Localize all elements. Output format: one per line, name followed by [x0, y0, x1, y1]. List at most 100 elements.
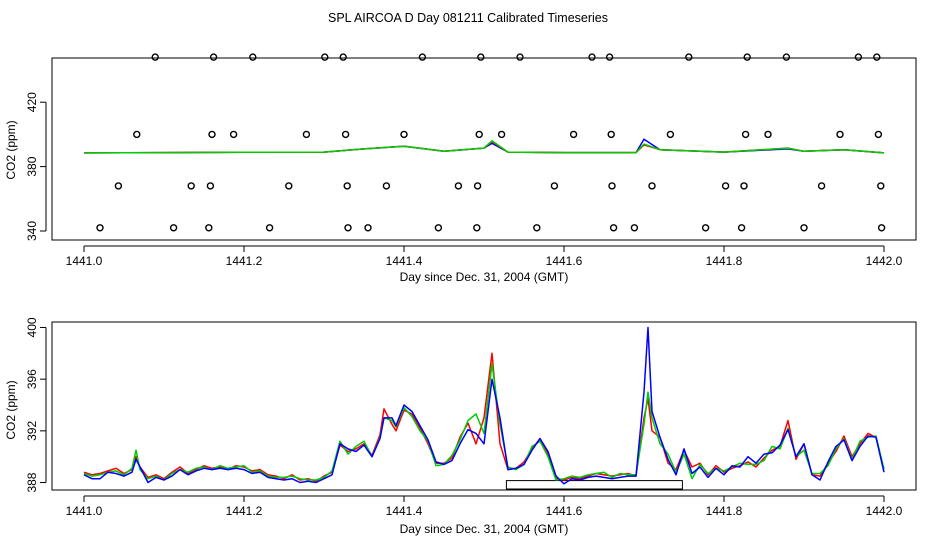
- flag-point: [533, 224, 541, 232]
- flag-point: [343, 182, 351, 190]
- top-y-tick-label: 380: [25, 156, 39, 176]
- bottom-x-tick-label: 1441.6: [546, 504, 583, 518]
- flag-point: [608, 182, 616, 190]
- flag-point: [205, 224, 213, 232]
- flag-point: [285, 182, 293, 190]
- top-y-axis-label: CO2 (ppm): [4, 120, 18, 179]
- top-panel: 1441.0 1441.2 1441.4 1441.6 1441.8 1442.0 340…: [4, 53, 917, 284]
- top-x-tick-label: 1441.8: [706, 254, 743, 268]
- flag-point: [114, 182, 123, 190]
- flag-point: [516, 53, 524, 61]
- flag-point: [418, 53, 427, 61]
- bottom-x-tick-label: 1442.0: [866, 504, 903, 518]
- top-x-axis-label: Day since Dec. 31, 2004 (GMT): [400, 270, 569, 284]
- top-series-blue: [83, 138, 885, 154]
- bottom-x-tick-label: 1441.8: [706, 504, 743, 518]
- flag-point: [339, 53, 347, 61]
- bottom-panel: 1441.0 1441.2 1441.4 1441.6 1441.8 1442.0 388…: [4, 317, 917, 536]
- bottom-y-tick-label: 400: [25, 317, 39, 337]
- flag-point: [648, 182, 656, 190]
- top-x-tick-label: 1441.0: [66, 254, 103, 268]
- flag-point: [741, 130, 750, 139]
- flag-point: [249, 53, 257, 61]
- flag-point: [874, 130, 883, 139]
- bottom-y-tick-label: 392: [25, 421, 39, 441]
- top-x-tick-label: 1441.6: [546, 254, 583, 268]
- top-x-tick-label: 1441.2: [226, 254, 263, 268]
- flag-point: [836, 130, 844, 139]
- flag-point: [854, 53, 863, 61]
- bottom-series-blue: [83, 326, 885, 485]
- top-y-axis: 340 380 420: [25, 92, 47, 241]
- flag-point: [400, 130, 408, 139]
- flag-point: [569, 130, 578, 139]
- flag-point: [630, 224, 639, 232]
- flag-point: [743, 53, 751, 61]
- flag-point: [607, 130, 615, 139]
- flag-point: [133, 130, 141, 139]
- flag-point: [475, 130, 483, 139]
- flag-point: [473, 182, 482, 190]
- flag-point: [764, 130, 772, 139]
- flag-point: [208, 130, 216, 139]
- flag-point: [187, 182, 195, 190]
- flag-point: [169, 224, 178, 232]
- flag-point: [873, 53, 881, 61]
- flag-point: [588, 53, 596, 61]
- flag-point: [209, 53, 218, 61]
- bottom-x-axis: 1441.0 1441.2 1441.4 1441.6 1441.8 1442.0: [66, 495, 903, 518]
- top-x-tick-label: 1441.4: [386, 254, 423, 268]
- bottom-y-tick-label: 388: [25, 472, 39, 492]
- flag-point: [800, 224, 808, 232]
- chart-title: SPL AIRCOA D Day 081211 Calibrated Times…: [328, 11, 608, 25]
- flag-point: [550, 182, 559, 190]
- flag-point: [701, 224, 710, 232]
- flag-point: [473, 224, 481, 232]
- flag-point: [364, 224, 372, 232]
- flag-point: [265, 224, 274, 232]
- top-x-tick-label: 1442.0: [866, 254, 903, 268]
- flag-point: [685, 53, 693, 61]
- flag-point: [609, 224, 618, 232]
- bottom-y-tick-label: 396: [25, 369, 39, 389]
- top-y-tick-label: 420: [25, 92, 39, 112]
- flag-point: [877, 182, 885, 190]
- flag-point: [321, 53, 329, 61]
- bottom-y-axis: 388 392 396 400: [25, 317, 47, 493]
- flag-point: [454, 182, 463, 190]
- flag-point: [477, 53, 485, 61]
- flag-point: [740, 182, 748, 190]
- bottom-series-red: [83, 352, 885, 482]
- bottom-x-tick-label: 1441.0: [66, 504, 103, 518]
- flag-point: [782, 53, 791, 61]
- bottom-x-axis-label: Day since Dec. 31, 2004 (GMT): [400, 522, 569, 536]
- top-y-tick-label: 340: [25, 221, 39, 241]
- flag-point: [344, 224, 352, 232]
- top-series-lines: [83, 138, 885, 154]
- bottom-x-tick-label: 1441.2: [226, 504, 263, 518]
- flag-point: [96, 224, 104, 232]
- flag-point: [605, 53, 614, 61]
- flag-point: [817, 182, 826, 190]
- flag-point: [341, 130, 350, 139]
- bottom-plot-frame: [51, 321, 917, 491]
- top-series-green: [83, 140, 885, 154]
- flag-point: [666, 130, 675, 139]
- flag-point: [497, 130, 506, 139]
- flag-point: [229, 130, 238, 139]
- flag-point: [721, 182, 730, 190]
- flag-point: [737, 224, 746, 232]
- bottom-x-tick-label: 1441.4: [386, 504, 423, 518]
- flag-point: [434, 224, 443, 232]
- highlight-range-box: [505, 480, 683, 490]
- flag-point: [382, 182, 391, 190]
- bottom-series-green: [83, 362, 885, 481]
- top-flag-points: [96, 53, 886, 232]
- flag-point: [206, 182, 215, 190]
- flag-point: [151, 53, 159, 61]
- bottom-y-axis-label: CO2 (ppm): [4, 380, 18, 439]
- bottom-series-lines: [83, 326, 885, 485]
- flag-point: [877, 224, 886, 232]
- flag-point: [302, 130, 311, 139]
